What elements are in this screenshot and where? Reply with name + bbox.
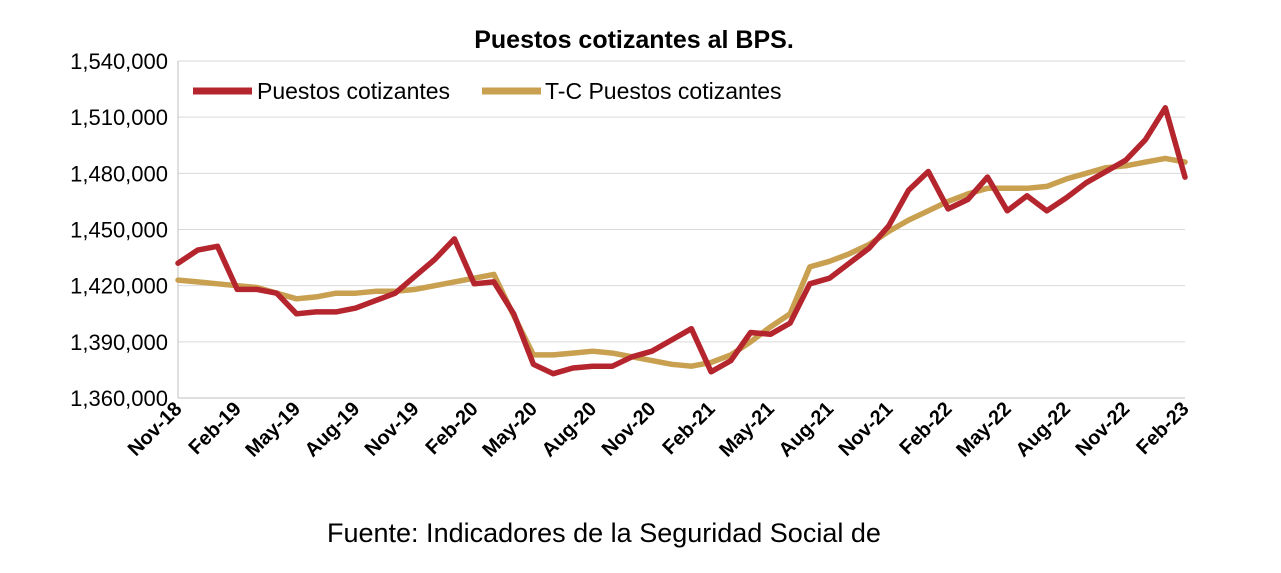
x-tick-label: May-21 <box>715 398 779 462</box>
y-tick-label: 1,480,000 <box>70 161 168 186</box>
x-tick-label: Feb-23 <box>1132 398 1193 459</box>
y-tick-label: 1,360,000 <box>70 386 168 411</box>
x-tick-label: Aug-22 <box>1012 398 1075 461</box>
grid-lines <box>177 60 1185 399</box>
x-tick-label: Aug-21 <box>775 398 838 461</box>
series-lines <box>175 105 1188 377</box>
x-tick-label: May-22 <box>952 398 1016 462</box>
source-note: Fuente: Indicadores de la Seguridad Soci… <box>327 518 881 548</box>
x-tick-label: Nov-21 <box>835 398 898 461</box>
y-axis: 1,360,000 1,390,000 1,420,000 1,450,000 1,48… <box>70 49 168 411</box>
x-tick-label: Feb-21 <box>659 398 720 459</box>
y-tick-label: 1,420,000 <box>70 274 168 299</box>
x-tick-label: Nov-20 <box>598 398 661 461</box>
chart-title: Puestos cotizantes al BPS. <box>474 26 794 54</box>
x-tick-label: May-20 <box>478 398 542 462</box>
x-tick-label: Feb-22 <box>895 398 956 459</box>
x-tick-label: Aug-20 <box>538 398 601 461</box>
x-tick-label: Nov-19 <box>361 398 424 461</box>
series-line-puestos <box>175 105 1188 377</box>
x-tick-label: Aug-19 <box>301 398 364 461</box>
x-tick-label: Feb-19 <box>185 398 246 459</box>
y-tick-label: 1,540,000 <box>70 49 168 74</box>
x-axis: Nov-18Feb-19May-19Aug-19Nov-19Feb-20May-… <box>124 398 1194 462</box>
y-tick-label: 1,390,000 <box>70 330 168 355</box>
x-tick-label: Feb-20 <box>422 398 483 459</box>
x-tick-label: Nov-22 <box>1072 398 1135 461</box>
y-tick-label: 1,510,000 <box>70 105 168 130</box>
legend: Puestos cotizantes T-C Puestos cotizante… <box>193 78 782 104</box>
legend-label-puestos: Puestos cotizantes <box>257 78 450 104</box>
x-tick-label: May-19 <box>241 398 305 462</box>
legend-label-tc: T-C Puestos cotizantes <box>545 78 782 104</box>
series-line-tc <box>175 155 1188 369</box>
y-tick-label: 1,450,000 <box>70 218 168 243</box>
